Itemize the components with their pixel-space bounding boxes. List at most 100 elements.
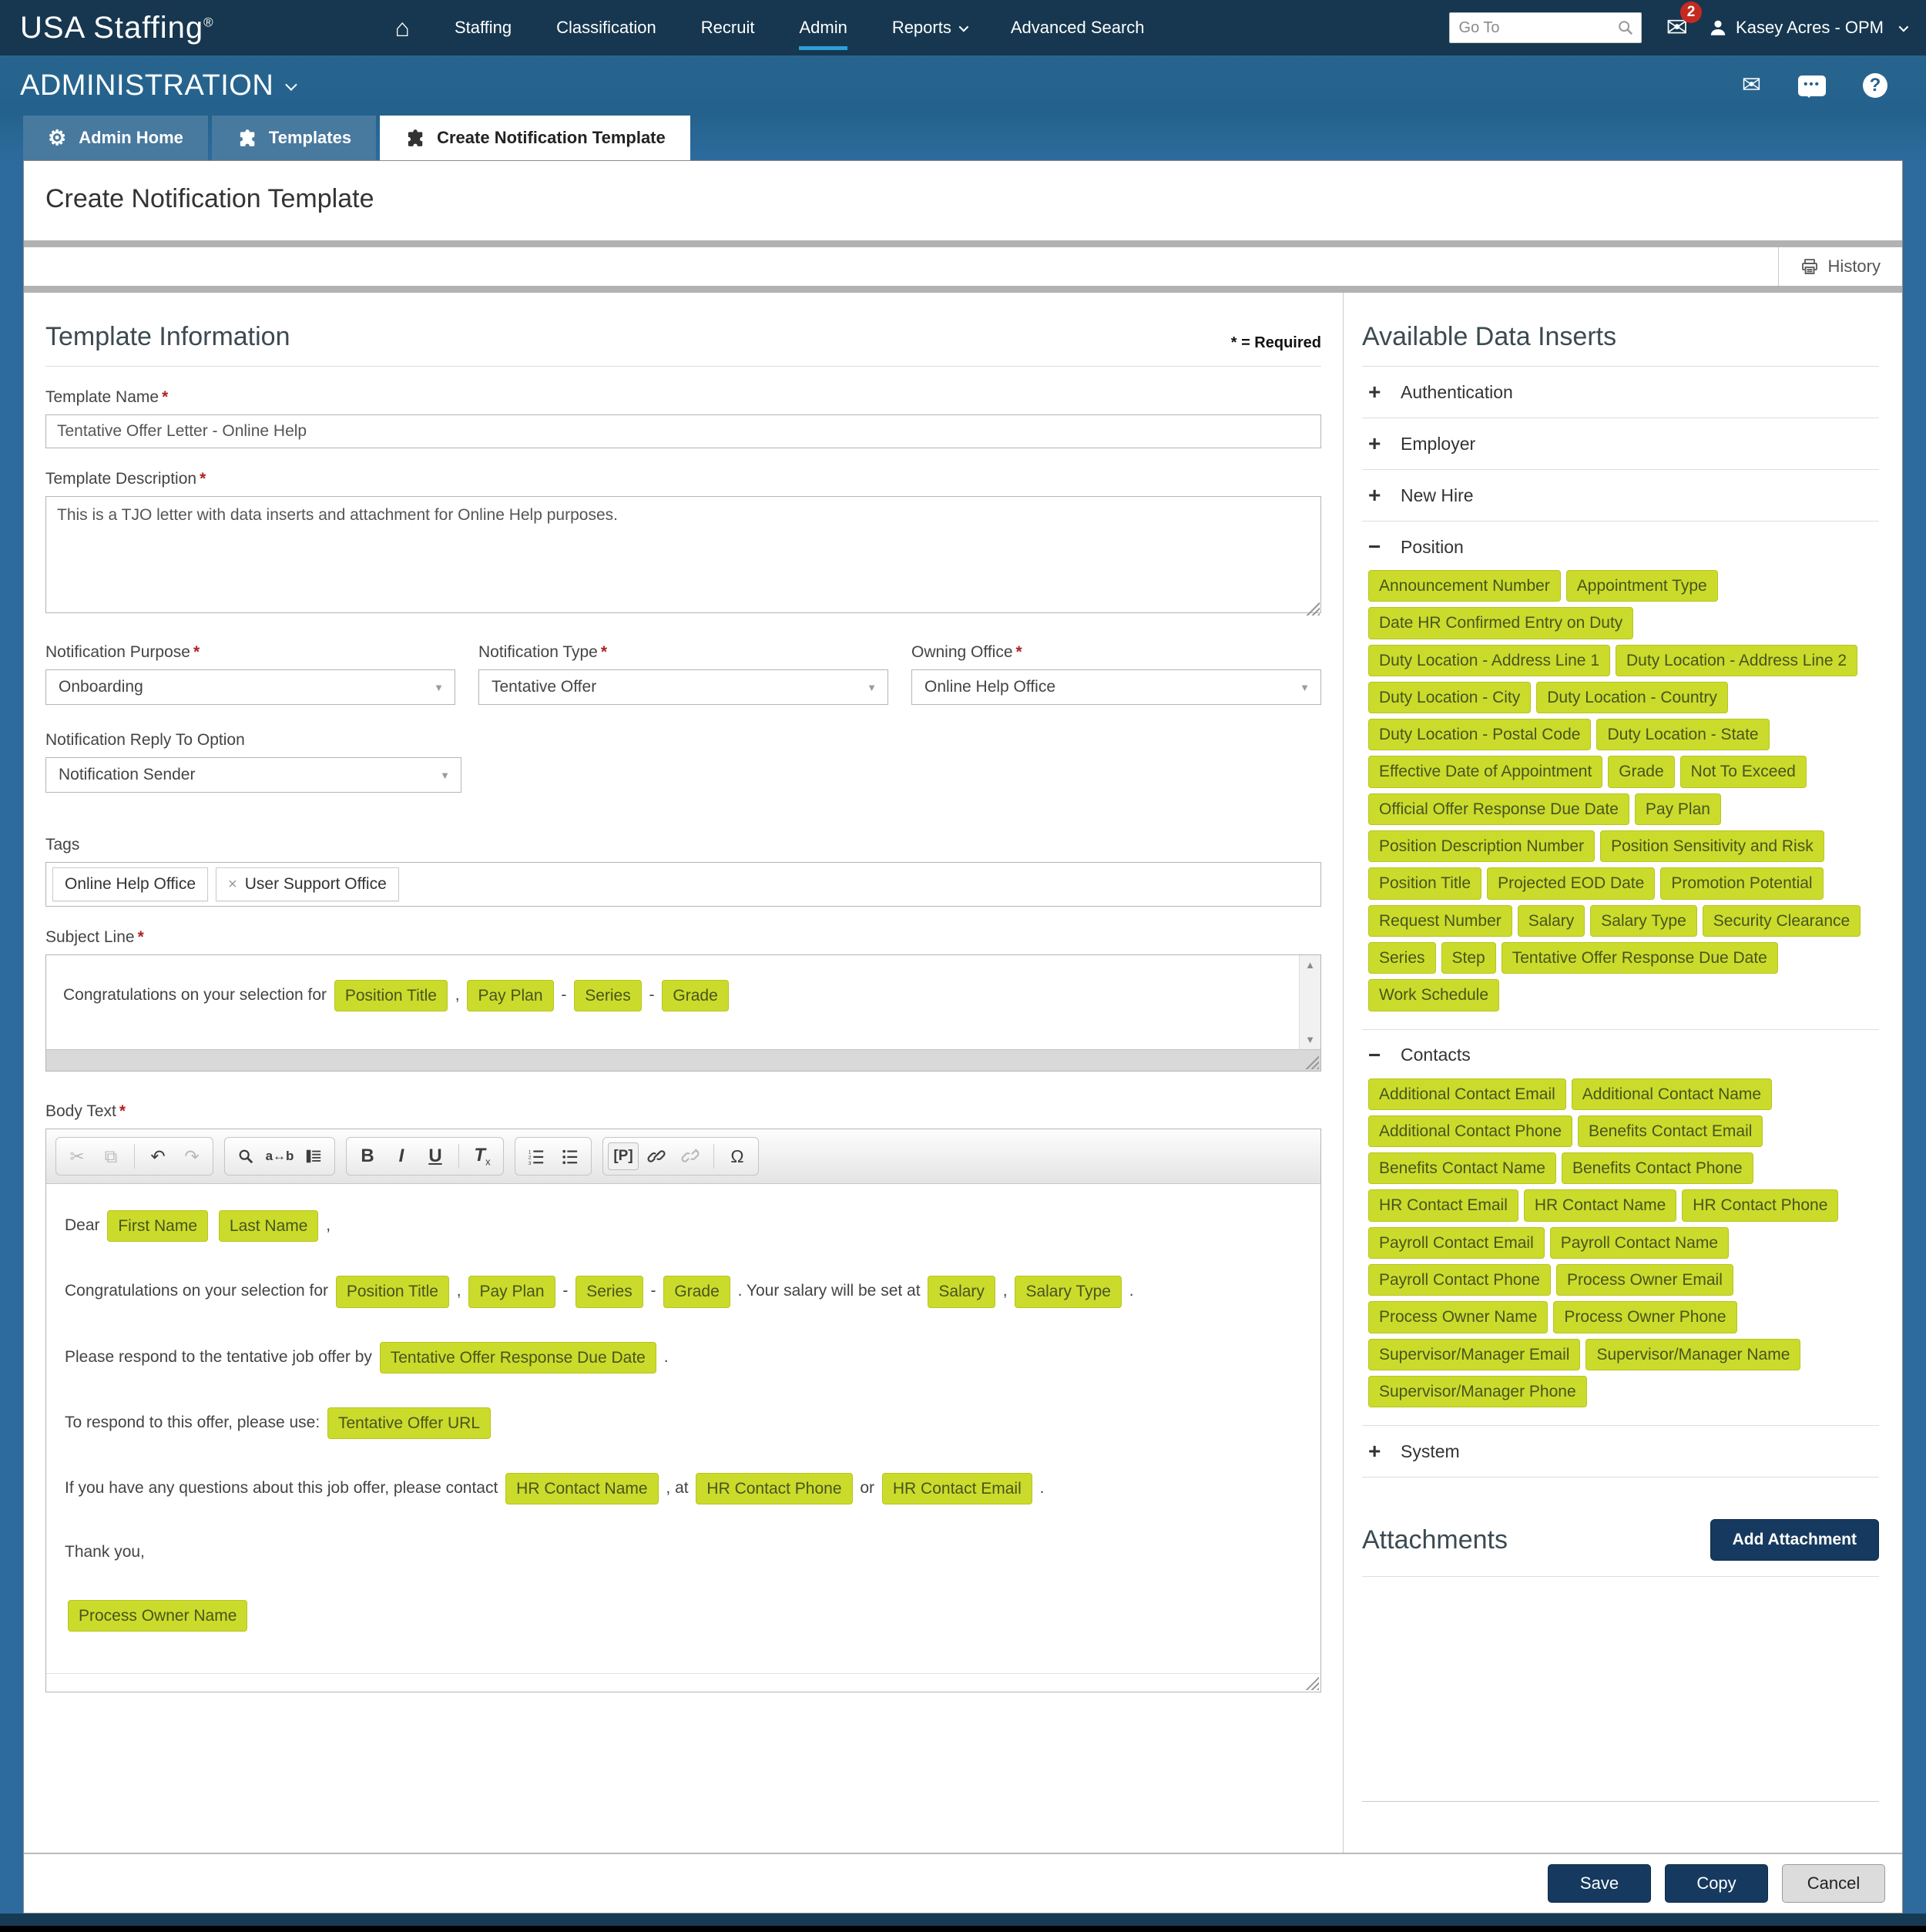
notification-type-select[interactable]: Tentative Offer ▼ xyxy=(478,669,888,705)
data-insert-tag-duty-location-postal-code[interactable]: Duty Location - Postal Code xyxy=(1368,719,1592,751)
remove-format-icon[interactable]: Tx xyxy=(474,1145,491,1168)
data-insert-tag-series[interactable]: Series xyxy=(574,979,642,1012)
resize-grip-icon[interactable] xyxy=(1305,1676,1319,1691)
scroll-down-icon[interactable]: ▼ xyxy=(1305,1034,1315,1045)
nav-item-staffing[interactable]: Staffing xyxy=(454,18,512,37)
data-insert-tag-hr-contact-email[interactable]: HR Contact Email xyxy=(1368,1189,1518,1222)
data-insert-tag-pay-plan[interactable]: Pay Plan xyxy=(468,1276,555,1308)
insert-group-toggle-contacts[interactable]: − Contacts xyxy=(1368,1044,1874,1066)
history-button[interactable]: History xyxy=(1777,247,1902,286)
data-insert-tag-supervisor-manager-email[interactable]: Supervisor/Manager Email xyxy=(1368,1338,1581,1370)
tab-admin-home[interactable]: ⚙ Admin Home xyxy=(23,116,208,160)
nav-item-reports[interactable]: Reports xyxy=(892,18,969,38)
data-insert-tag-first-name[interactable]: First Name xyxy=(107,1210,209,1243)
data-insert-tag-hr-contact-phone[interactable]: HR Contact Phone xyxy=(696,1473,853,1505)
owning-office-select[interactable]: Online Help Office ▼ xyxy=(911,669,1321,705)
data-insert-tag-payroll-contact-email[interactable]: Payroll Contact Email xyxy=(1368,1226,1545,1259)
data-insert-tag-position-description-number[interactable]: Position Description Number xyxy=(1368,830,1595,863)
underline-icon[interactable]: U xyxy=(428,1145,442,1166)
data-insert-tag-promotion-potential[interactable]: Promotion Potential xyxy=(1660,867,1824,900)
data-insert-tag-duty-location-country[interactable]: Duty Location - Country xyxy=(1536,681,1728,714)
select-all-icon[interactable] xyxy=(297,1140,330,1172)
data-insert-tag-duty-location-city[interactable]: Duty Location - City xyxy=(1368,681,1532,714)
template-name-input[interactable] xyxy=(45,414,1321,448)
data-insert-tag-not-to-exceed[interactable]: Not To Exceed xyxy=(1679,756,1807,788)
resize-grip-icon[interactable] xyxy=(1305,1055,1319,1069)
link-icon[interactable] xyxy=(640,1140,673,1172)
data-insert-tag-benefits-contact-email[interactable]: Benefits Contact Email xyxy=(1578,1115,1763,1148)
data-insert-tag-effective-date-of-appointment[interactable]: Effective Date of Appointment xyxy=(1368,756,1603,788)
bold-icon[interactable]: B xyxy=(361,1145,374,1166)
data-insert-tag-grade[interactable]: Grade xyxy=(663,1276,730,1308)
paragraph-icon[interactable]: [P] xyxy=(608,1142,639,1170)
chat-icon[interactable]: ••• xyxy=(1798,75,1826,98)
data-insert-tag-additional-contact-name[interactable]: Additional Contact Name xyxy=(1571,1078,1773,1110)
data-insert-tag-payroll-contact-name[interactable]: Payroll Contact Name xyxy=(1549,1226,1729,1259)
data-insert-tag-series[interactable]: Series xyxy=(1368,941,1436,974)
reply-to-select[interactable]: Notification Sender ▼ xyxy=(45,757,461,793)
subject-line-editor[interactable]: Congratulations on your selection for Po… xyxy=(45,954,1321,1072)
data-insert-tag-process-owner-email[interactable]: Process Owner Email xyxy=(1555,1264,1733,1296)
data-insert-tag-hr-contact-name[interactable]: HR Contact Name xyxy=(505,1473,659,1505)
goto-input[interactable] xyxy=(1448,12,1642,43)
scroll-up-icon[interactable]: ▲ xyxy=(1305,959,1315,971)
data-insert-tag-duty-location-address-line-2[interactable]: Duty Location - Address Line 2 xyxy=(1616,644,1858,676)
data-insert-tag-position-title[interactable]: Position Title xyxy=(334,979,448,1012)
data-insert-tag-grade[interactable]: Grade xyxy=(662,979,729,1012)
data-insert-tag-salary-type[interactable]: Salary Type xyxy=(1015,1276,1122,1308)
data-insert-tag-benefits-contact-phone[interactable]: Benefits Contact Phone xyxy=(1561,1152,1753,1185)
subject-content[interactable]: Congratulations on your selection for Po… xyxy=(46,955,1320,1049)
section-dropdown[interactable]: ADMINISTRATION xyxy=(20,69,297,102)
data-insert-tag-supervisor-manager-phone[interactable]: Supervisor/Manager Phone xyxy=(1368,1375,1587,1408)
template-description-input[interactable]: This is a TJO letter with data inserts a… xyxy=(45,496,1321,613)
data-insert-tag-hr-contact-email[interactable]: HR Contact Email xyxy=(881,1473,1032,1505)
insert-group-toggle-employer[interactable]: + Employer xyxy=(1368,433,1874,454)
data-insert-tag-additional-contact-phone[interactable]: Additional Contact Phone xyxy=(1368,1115,1572,1148)
copy-button[interactable]: Copy xyxy=(1665,1864,1768,1903)
add-attachment-button[interactable]: Add Attachment xyxy=(1710,1519,1879,1561)
data-insert-tag-request-number[interactable]: Request Number xyxy=(1368,904,1512,937)
data-insert-tag-projected-eod-date[interactable]: Projected EOD Date xyxy=(1487,867,1656,900)
data-insert-tag-pay-plan[interactable]: Pay Plan xyxy=(1634,793,1721,826)
nav-item-classification[interactable]: Classification xyxy=(556,18,656,37)
editor-content[interactable]: Dear First Name Last Name , Congratulatio… xyxy=(46,1184,1320,1673)
data-insert-tag-salary[interactable]: Salary xyxy=(928,1276,995,1308)
tags-input[interactable]: Online Help Office × User Support Office xyxy=(45,862,1321,907)
data-insert-tag-tentative-offer-url[interactable]: Tentative Offer URL xyxy=(327,1407,492,1440)
data-insert-tag-step[interactable]: Step xyxy=(1441,941,1496,974)
user-menu[interactable]: Kasey Acres - OPM xyxy=(1708,18,1909,38)
data-insert-tag-supervisor-manager-name[interactable]: Supervisor/Manager Name xyxy=(1585,1338,1801,1370)
data-insert-tag-official-offer-response-due-date[interactable]: Official Offer Response Due Date xyxy=(1368,793,1629,826)
undo-icon[interactable]: ↶ xyxy=(150,1145,166,1166)
cancel-button[interactable]: Cancel xyxy=(1782,1864,1885,1903)
data-insert-tag-process-owner-name[interactable]: Process Owner Name xyxy=(68,1600,248,1632)
insert-group-toggle-new-hire[interactable]: + New Hire xyxy=(1368,485,1874,506)
data-insert-tag-additional-contact-email[interactable]: Additional Contact Email xyxy=(1368,1078,1566,1110)
tag-chip-user-support-office[interactable]: × User Support Office xyxy=(216,867,399,901)
notifications-mail[interactable]: ✉ 2 xyxy=(1666,2,1703,43)
data-insert-tag-work-schedule[interactable]: Work Schedule xyxy=(1368,979,1500,1011)
data-insert-tag-announcement-number[interactable]: Announcement Number xyxy=(1368,570,1561,602)
nav-item-advanced-search[interactable]: Advanced Search xyxy=(1010,18,1145,37)
tab-create-notification-template[interactable]: Create Notification Template xyxy=(380,116,690,160)
home-icon[interactable]: ⌂ xyxy=(394,14,410,42)
search-icon[interactable] xyxy=(1617,19,1634,36)
data-insert-tag-tentative-offer-response-due-date[interactable]: Tentative Offer Response Due Date xyxy=(379,1341,656,1374)
data-insert-tag-process-owner-phone[interactable]: Process Owner Phone xyxy=(1553,1301,1737,1333)
save-button[interactable]: Save xyxy=(1548,1864,1651,1903)
data-insert-tag-grade[interactable]: Grade xyxy=(1608,756,1675,788)
special-char-icon[interactable]: Ω xyxy=(730,1145,744,1166)
data-insert-tag-hr-contact-phone[interactable]: HR Contact Phone xyxy=(1682,1189,1839,1222)
data-insert-tag-salary[interactable]: Salary xyxy=(1517,904,1585,937)
data-insert-tag-process-owner-name[interactable]: Process Owner Name xyxy=(1368,1301,1549,1333)
tab-templates[interactable]: Templates xyxy=(211,116,377,160)
bulleted-list-icon[interactable] xyxy=(554,1140,586,1172)
insert-group-toggle-position[interactable]: − Position xyxy=(1368,536,1874,558)
data-insert-tag-position-title[interactable]: Position Title xyxy=(335,1276,449,1308)
insert-group-toggle-system[interactable]: + System xyxy=(1368,1441,1874,1462)
data-insert-tag-date-hr-confirmed-entry-on-duty[interactable]: Date HR Confirmed Entry on Duty xyxy=(1368,607,1634,639)
insert-group-toggle-authentication[interactable]: + Authentication xyxy=(1368,381,1874,403)
editor-resize-bar[interactable] xyxy=(46,1673,1320,1692)
data-insert-tag-salary-type[interactable]: Salary Type xyxy=(1590,904,1697,937)
data-insert-tag-position-sensitivity-and-risk[interactable]: Position Sensitivity and Risk xyxy=(1600,830,1824,863)
